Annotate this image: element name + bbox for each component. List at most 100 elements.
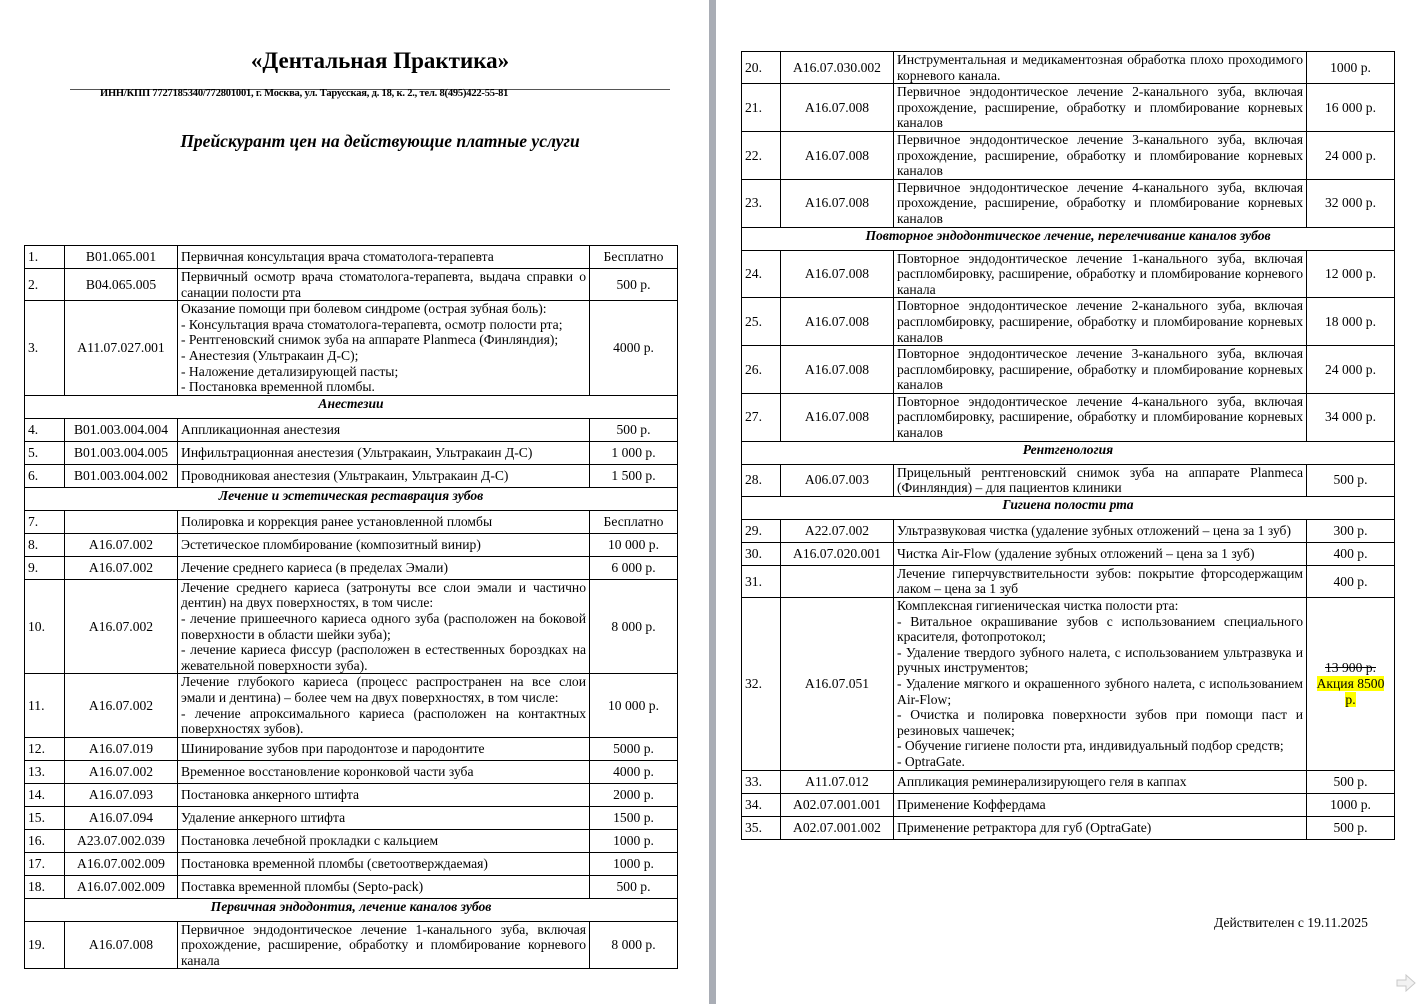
service-price: 400 р. bbox=[1306, 541, 1395, 566]
price-list-title: Прейскурант цен на действующие платные у… bbox=[180, 131, 580, 151]
row-number: 19. bbox=[24, 920, 65, 970]
service-description: Удаление анкерного штифта bbox=[177, 805, 590, 830]
service-description: Инструментальная и медикаментозная обраб… bbox=[893, 50, 1307, 85]
table-row: 1. B01.065.001 Первичная консультация врач… bbox=[24, 245, 678, 269]
service-code: A16.07.019 bbox=[64, 736, 178, 761]
table-row: 10. A16.07.002 Лечение среднего кариеса (з… bbox=[24, 578, 678, 675]
description-line: - Постановка временной пломбы. bbox=[181, 379, 375, 395]
service-price: 24 000 р. bbox=[1306, 130, 1395, 180]
row-number: 27. bbox=[741, 392, 781, 442]
description-line: - Очистка и полировка поверхности зубов … bbox=[897, 707, 1303, 738]
service-code: B04.065.005 bbox=[64, 267, 178, 302]
row-number: 3. bbox=[24, 300, 65, 396]
table-row: 16. A23.07.002.039 Постановка лечебной про… bbox=[24, 828, 678, 853]
table-row: 13. A16.07.002 Временное восстановление ко… bbox=[24, 759, 678, 784]
service-description: Ультразвуковая чистка (удаление зубных о… bbox=[893, 518, 1307, 543]
section-heading: Повторное эндодонтическое лечение, перел… bbox=[741, 226, 1395, 251]
service-code: A02.07.001.001 bbox=[780, 792, 894, 817]
section-row: Повторное эндодонтическое лечение, перел… bbox=[741, 226, 1395, 251]
description-line: - лечение пришеечного кариеса одного зуб… bbox=[181, 610, 586, 642]
table-row: 23. A16.07.008 Первичное эндодонтическое л… bbox=[741, 178, 1395, 228]
section-heading: Лечение и эстетическая реставрация зубов bbox=[24, 486, 678, 511]
service-description: Постановка временной пломбы (светоотверж… bbox=[177, 851, 590, 876]
service-code: A02.07.001.002 bbox=[780, 815, 894, 840]
service-description: Прицельный рентгеновский снимок зуба на … bbox=[893, 463, 1307, 497]
table-row: 22. A16.07.008 Первичное эндодонтическое л… bbox=[741, 130, 1395, 180]
table-row: 9. A16.07.002 Лечение среднего кариеса (в … bbox=[24, 555, 678, 580]
service-description: Оказание помощи при болевом синдроме (ос… bbox=[177, 300, 590, 396]
service-description: Временное восстановление коронковой част… bbox=[177, 759, 590, 784]
service-price: 10 000 р. bbox=[589, 532, 678, 557]
service-price: 4000 р. bbox=[589, 759, 678, 784]
service-code: A16.07.002 bbox=[64, 578, 178, 675]
service-price: 300 р. bbox=[1306, 518, 1395, 543]
service-price: Бесплатно bbox=[589, 509, 678, 534]
table-row: 12. A16.07.019 Шинирование зубов при парод… bbox=[24, 736, 678, 761]
row-number: 31. bbox=[741, 564, 781, 599]
table-row: 15. A16.07.094 Удаление анкерного штифта 15… bbox=[24, 805, 678, 830]
row-number: 21. bbox=[741, 83, 781, 132]
row-number: 14. bbox=[24, 782, 65, 807]
service-price: 8 000 р. bbox=[589, 578, 678, 675]
row-number: 29. bbox=[741, 518, 781, 543]
table-row: 20. A16.07.030.002 Инструментальная и меди… bbox=[741, 50, 1395, 85]
header-divider bbox=[70, 89, 670, 90]
table-row: 14. A16.07.093 Постановка анкерного штифта… bbox=[24, 782, 678, 807]
row-number: 18. bbox=[24, 874, 65, 899]
service-description: Первичное эндодонтическое лечение 1-кана… bbox=[177, 920, 590, 970]
service-code: A16.07.008 bbox=[780, 249, 894, 299]
row-number: 4. bbox=[24, 417, 65, 442]
description-line: - лечение кариеса фиссур (расположен в е… bbox=[181, 642, 586, 673]
service-price: 32 000 р. bbox=[1306, 178, 1395, 228]
section-heading: Первичная эндодонтия, лечение каналов зу… bbox=[24, 897, 678, 922]
service-description: Полировка и коррекция ранее установленно… bbox=[177, 509, 590, 534]
description-line: - Наложение детализирующей пасты; bbox=[181, 363, 399, 379]
service-price: 500 р. bbox=[589, 267, 678, 302]
service-code: A11.07.012 bbox=[780, 769, 894, 794]
row-number: 9. bbox=[24, 555, 65, 580]
document-page-1: «Дентальная Практика» ИНН/КПП 7727185340… bbox=[0, 0, 709, 1004]
row-number: 8. bbox=[24, 532, 65, 557]
table-row: 17. A16.07.002.009 Постановка временной пл… bbox=[24, 851, 678, 876]
service-price: 24 000 р. bbox=[1306, 345, 1395, 394]
service-description: Лечение гиперчувствительности зубов: пок… bbox=[893, 564, 1307, 599]
service-description: Лечение среднего кариеса (в пределах Эма… bbox=[177, 555, 590, 580]
row-number: 24. bbox=[741, 249, 781, 299]
service-price: 16 000 р. bbox=[1306, 83, 1395, 132]
service-description: Повторное эндодонтическое лечение 1-кана… bbox=[893, 249, 1307, 299]
service-code: A16.07.008 bbox=[780, 83, 894, 132]
service-code: A16.07.030.002 bbox=[780, 50, 894, 85]
service-description: Повторное эндодонтическое лечение 4-кана… bbox=[893, 392, 1307, 442]
table-row: 3. A11.07.027.001 Оказание помощи при боле… bbox=[24, 300, 678, 396]
row-number: 16. bbox=[24, 828, 65, 853]
arrow-right-icon[interactable] bbox=[1396, 974, 1416, 992]
service-code: A11.07.027.001 bbox=[64, 300, 178, 396]
service-description: Применение ретрактора для губ (OptraGate… bbox=[893, 815, 1307, 840]
table-row: 27. A16.07.008 Повторное эндодонтическое л… bbox=[741, 392, 1395, 442]
service-code: A16.07.020.001 bbox=[780, 541, 894, 566]
service-description: Постановка лечебной прокладки с кальцием bbox=[177, 828, 590, 853]
service-price: 1000 р. bbox=[589, 851, 678, 876]
row-number: 26. bbox=[741, 345, 781, 394]
service-code: A16.07.002 bbox=[64, 532, 178, 557]
service-code: B01.003.004.002 bbox=[64, 463, 178, 488]
service-code: A16.07.002.009 bbox=[64, 851, 178, 876]
row-number: 35. bbox=[741, 815, 781, 840]
row-number: 5. bbox=[24, 440, 65, 465]
service-code: A16.07.002 bbox=[64, 673, 178, 738]
service-code: A16.07.008 bbox=[780, 392, 894, 442]
section-heading: Гигиена полости рта bbox=[741, 495, 1395, 520]
service-description: Первичное эндодонтическое лечение 2-кана… bbox=[893, 83, 1307, 132]
service-description: Проводниковая анестезия (Ультракаин, Уль… bbox=[177, 463, 590, 488]
service-code: B01.003.004.005 bbox=[64, 440, 178, 465]
service-price: 400 р. bbox=[1306, 564, 1395, 599]
service-code: A16.07.051 bbox=[780, 597, 894, 771]
service-description: Комплексная гигиеническая чистка полости… bbox=[893, 597, 1307, 771]
service-price: 1500 р. bbox=[589, 805, 678, 830]
section-heading: Анестезии bbox=[24, 394, 678, 419]
old-price: 13 900 р. bbox=[1325, 660, 1376, 676]
service-code: A23.07.002.039 bbox=[64, 828, 178, 853]
price-table-part-1: 1. B01.065.001 Первичная консультация врач… bbox=[24, 245, 678, 970]
table-row: 34. A02.07.001.001 Применение Коффердама 10… bbox=[741, 792, 1395, 817]
description-line: - Рентгеновский снимок зуба на аппарате … bbox=[181, 332, 559, 348]
